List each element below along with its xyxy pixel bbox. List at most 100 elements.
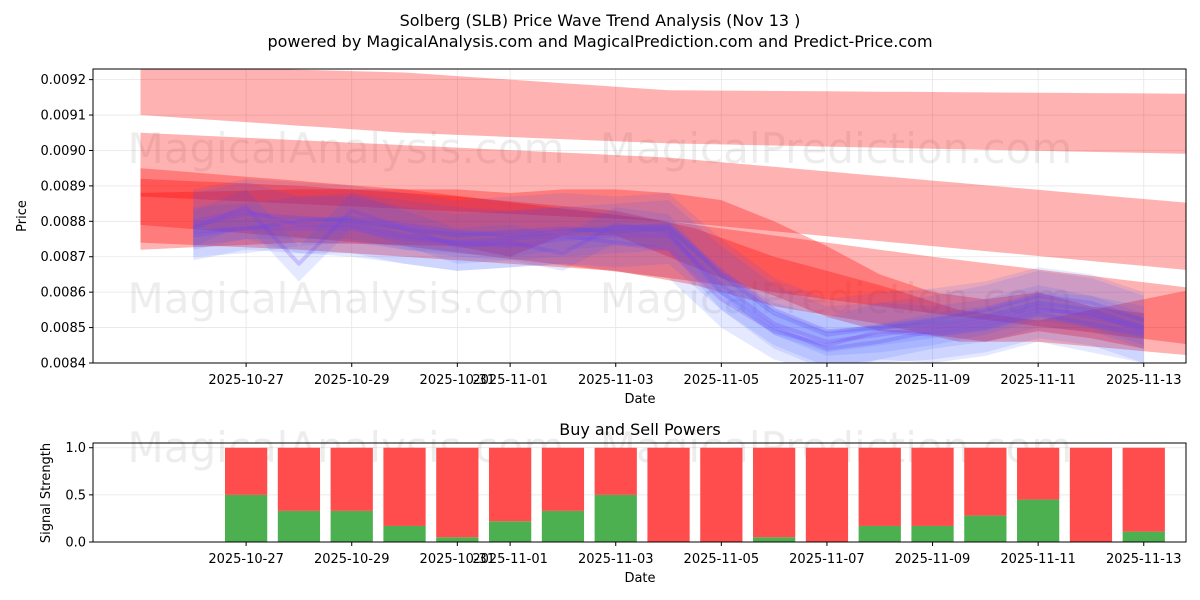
sell-bar [489,447,532,522]
sell-bar [753,447,796,538]
signal-chart-title: Buy and Sell Powers [559,420,721,439]
sell-bar [330,447,373,511]
price-chart-panel: MagicalAnalysis.com MagicalPrediction.co… [15,68,1187,407]
price-wave-line-4 [192,208,1145,348]
price-wave-band-2 [193,193,1144,356]
price-y-tick-label: 0.0086 [41,286,87,301]
signal-chart-panel: Buy and Sell Powers MagicalAnalysis.com … [39,420,1187,586]
signal-x-tick-label: 2025-11-13 [1106,552,1182,567]
buy-bar [436,537,479,542]
trend-band-5 [140,189,1144,349]
price-y-ticks: 0.0084 0.0085 0.0086 0.0087 0.0088 0.0089 0.00… [41,73,93,372]
price-wave-band-4 [193,182,1144,363]
price-y-tick-label: 0.0090 [41,144,87,159]
price-waves [192,178,1145,363]
signal-x-tick-label: 2025-10-27 [208,552,284,567]
price-y-tick-label: 0.0087 [41,250,87,265]
buy-bar [911,525,954,542]
buy-bar [225,494,268,542]
signal-x-tick-label: 2025-11-09 [895,552,971,567]
price-y-tick-label: 0.0092 [41,73,87,88]
sell-bar [541,447,585,511]
price-y-tick-label: 0.0084 [41,357,87,372]
signal-chart-frame [92,442,1187,543]
watermark-prediction-mid: MagicalPrediction.com [600,274,1073,323]
signal-y-tick-label: 0.5 [65,488,86,503]
trend-band-1 [140,69,1186,154]
price-y-tick-label: 0.0085 [41,321,87,336]
sell-bar [383,447,426,526]
price-x-tick-label: 2025-11-05 [684,373,760,388]
signal-y-tick-label: 1.0 [65,441,86,456]
sell-bar [1069,447,1113,542]
buy-bar [1017,499,1060,542]
sell-bar [911,447,954,526]
price-y-axis-label: Price [15,200,30,232]
buy-bar [541,510,585,542]
price-y-tick-label: 0.0088 [41,215,87,230]
price-wave-line-3 [192,205,1145,351]
sell-bar [964,447,1007,516]
price-wave-band-3 [193,189,1144,363]
watermark-prediction-top: MagicalPrediction.com [600,124,1073,173]
signal-x-tick-label: 2025-11-01 [472,552,548,567]
price-chart-background [93,69,1186,363]
watermark-analysis-mid: MagicalAnalysis.com [128,274,565,323]
price-x-tick-label: 2025-11-01 [472,373,548,388]
buy-bar [489,521,532,542]
trend-band-4 [140,178,1186,355]
price-x-tick-label: 2025-10-29 [314,373,390,388]
price-wave-line-5 [193,226,1145,344]
price-wave-band-1 [193,178,1144,363]
sell-bar [700,447,743,542]
price-x-tick-label: 2025-11-09 [895,373,971,388]
signal-y-axis-label: Signal Strength [39,443,54,543]
sell-bar [1122,447,1165,532]
price-x-tick-label: 2025-10-27 [208,373,284,388]
buy-bar [753,537,796,542]
buy-bar [594,494,637,542]
chart-title: Solberg (SLB) Price Wave Trend Analysis … [400,11,801,30]
price-grid [93,69,1186,364]
signal-x-tick-label: 2025-10-29 [314,552,390,567]
chart-subtitle: powered by MagicalAnalysis.com and Magic… [267,32,932,51]
signal-x-tick-label: 2025-11-05 [684,552,760,567]
sell-bar [594,447,637,495]
buy-bar [330,510,373,542]
sell-bar [858,447,901,526]
price-x-tick-label: 2025-11-11 [1000,373,1076,388]
signal-x-tick-label: 2025-10-31 [420,552,496,567]
buy-bar [964,515,1007,542]
price-x-tick-label: 2025-11-13 [1106,373,1182,388]
sell-bar [1017,447,1060,500]
price-wave-line-2 [193,215,1145,334]
price-wave-band-5 [193,217,1144,353]
price-y-tick-label: 0.0089 [41,179,87,194]
sell-bar [225,447,268,495]
trend-band-3 [140,168,1186,345]
signal-y-tick-label: 0.0 [65,536,86,551]
price-x-tick-label: 2025-10-31 [420,373,496,388]
sell-bar [436,447,479,538]
price-wave-line-1 [192,212,1145,337]
signal-x-tick-label: 2025-11-07 [789,552,865,567]
signal-x-ticks: 2025-10-27 2025-10-29 2025-10-312025-11-01… [208,542,1182,567]
price-x-tick-label: 2025-11-03 [578,373,654,388]
price-chart-frame [92,68,1187,364]
signal-x-tick-label: 2025-11-03 [578,552,654,567]
signal-y-ticks: 0.0 0.5 1.0 [65,441,93,551]
sell-bar [647,447,690,542]
sell-bar [805,447,849,542]
signal-x-axis-label: Date [624,571,655,586]
price-x-tick-label: 2025-11-07 [789,373,865,388]
price-y-tick-label: 0.0091 [41,109,87,124]
buy-bar [277,510,321,542]
sell-bar [277,447,321,511]
price-x-ticks: 2025-10-27 2025-10-29 2025-10-312025-11-01… [208,363,1182,388]
buy-bar [383,525,426,542]
trend-band-2 [140,132,1186,270]
signal-bars [225,447,1165,542]
buy-bar [858,525,901,542]
buy-bar [1122,531,1165,542]
